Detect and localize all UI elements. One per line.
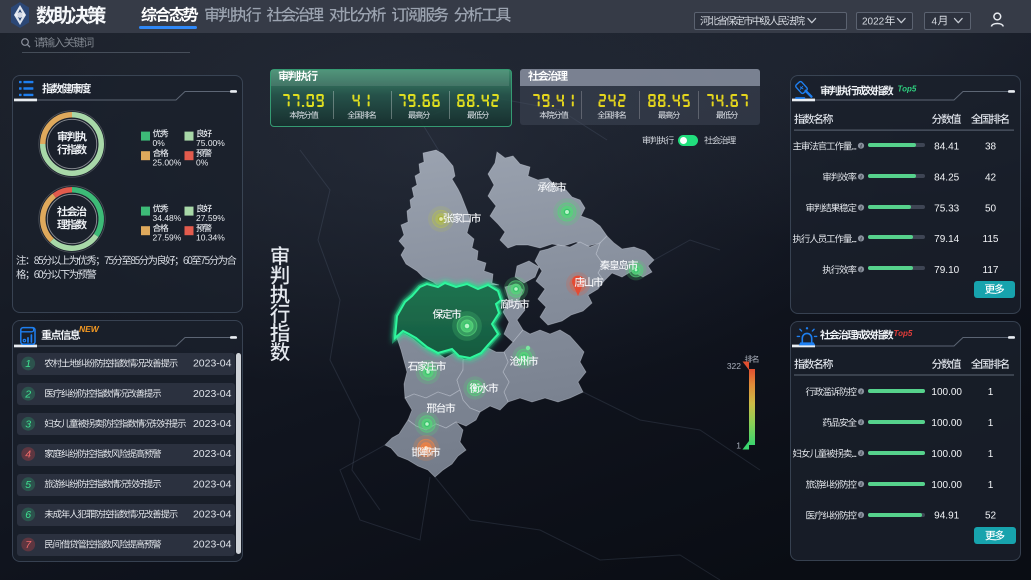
svg-text:117: 117	[983, 265, 999, 276]
svg-text:1: 1	[988, 418, 994, 429]
svg-text:2023-04: 2023-04	[193, 418, 232, 430]
svg-text:2023-04: 2023-04	[193, 509, 232, 521]
svg-text:42: 42	[985, 172, 997, 183]
svg-text:2023-04: 2023-04	[193, 478, 232, 490]
svg-text:1: 1	[988, 480, 994, 491]
svg-text:i: i	[860, 206, 862, 212]
svg-text:i: i	[860, 513, 862, 519]
svg-text:100.00: 100.00	[931, 449, 962, 460]
svg-text:Top5: Top5	[894, 329, 913, 338]
svg-text:100.00: 100.00	[931, 480, 962, 491]
svg-text:Top5: Top5	[898, 85, 917, 94]
svg-text:27.59%: 27.59%	[153, 232, 182, 242]
svg-text:4: 4	[25, 449, 31, 461]
svg-text:10.34%: 10.34%	[196, 232, 225, 242]
svg-text:i: i	[860, 267, 862, 273]
svg-text:79.14: 79.14	[934, 234, 959, 245]
svg-text:94.91: 94.91	[934, 511, 959, 522]
svg-text:i: i	[860, 389, 862, 395]
svg-text:27.59%: 27.59%	[196, 213, 225, 223]
svg-text:6: 6	[25, 509, 31, 521]
svg-text:75.00%: 75.00%	[196, 138, 225, 148]
svg-text:1: 1	[25, 358, 31, 370]
svg-text:34.48%: 34.48%	[153, 213, 182, 223]
svg-text:52: 52	[985, 511, 997, 522]
svg-text:i: i	[860, 175, 862, 181]
svg-text:100.00: 100.00	[931, 387, 962, 398]
svg-text:322: 322	[727, 361, 741, 371]
svg-text:50: 50	[985, 203, 997, 214]
svg-text:1: 1	[988, 449, 994, 460]
svg-text:25.00%: 25.00%	[153, 157, 182, 167]
svg-text:2022: 2022	[862, 17, 885, 28]
svg-text:75.33: 75.33	[934, 203, 959, 214]
svg-text:2023-04: 2023-04	[193, 358, 232, 370]
svg-text:i: i	[860, 420, 862, 426]
svg-text:1: 1	[736, 441, 741, 451]
svg-text:79.10: 79.10	[934, 265, 959, 276]
svg-text:i: i	[860, 482, 862, 488]
svg-text:3: 3	[25, 419, 31, 431]
svg-text:5: 5	[25, 479, 31, 491]
svg-text:i: i	[860, 236, 862, 242]
svg-text:38: 38	[985, 142, 997, 153]
svg-text:0%: 0%	[196, 157, 209, 167]
svg-text:115: 115	[983, 234, 999, 245]
svg-text:1: 1	[988, 387, 994, 398]
svg-text:i: i	[860, 144, 862, 150]
svg-text:7: 7	[25, 539, 32, 551]
svg-text:2023-04: 2023-04	[193, 448, 232, 460]
svg-text:4: 4	[932, 17, 938, 28]
svg-text:0%: 0%	[153, 138, 166, 148]
svg-text:NEW: NEW	[79, 324, 100, 334]
svg-text:84.25: 84.25	[934, 172, 959, 183]
svg-text:2023-04: 2023-04	[193, 539, 232, 551]
svg-text:2: 2	[24, 388, 31, 400]
svg-text:i: i	[860, 451, 862, 457]
svg-text:100.00: 100.00	[931, 418, 962, 429]
svg-text:84.41: 84.41	[934, 142, 959, 153]
svg-text:2023-04: 2023-04	[193, 388, 232, 400]
